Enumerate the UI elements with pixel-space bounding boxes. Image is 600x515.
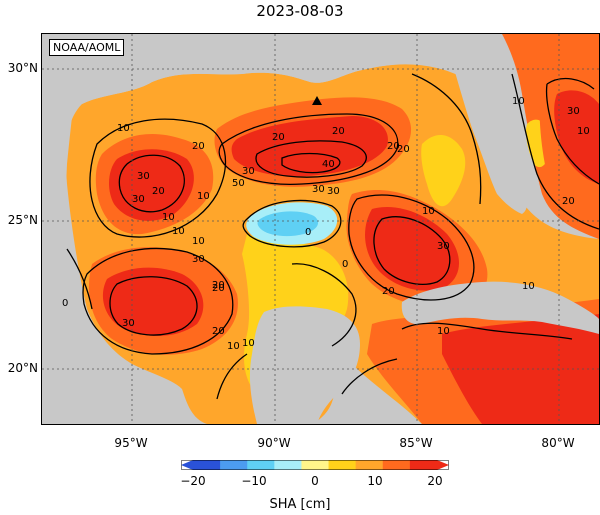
contour-label: 20 [397, 144, 410, 155]
colorbar-min-arrow [181, 460, 193, 470]
colorbar-cell [355, 460, 384, 470]
contour-label: 10 [227, 341, 240, 352]
colorbar-tick: 0 [311, 474, 319, 488]
colorbar-cell [328, 460, 357, 470]
map-title: 2023-08-03 [256, 2, 344, 20]
contour-label: 30 [327, 186, 340, 197]
contour-label: 40 [322, 159, 335, 170]
colorbar-cell [193, 460, 221, 470]
cuba-landmass [401, 281, 599, 334]
contour-label: 30 [567, 106, 580, 117]
contour-label: 20 [387, 141, 400, 152]
contour-label: 10 [192, 236, 205, 247]
contour-label: 10 [197, 191, 210, 202]
colorbar-cells [193, 460, 438, 470]
colorbar-max-arrow [437, 460, 449, 470]
map-canvas: 10 20 10 20 30 30 10 20 30 20 50 40 30 0… [42, 34, 599, 424]
contour-label: 0 [342, 259, 348, 270]
lon-label-85w: 85°W [399, 436, 433, 450]
colorbar-cell [220, 460, 248, 470]
lon-label-95w: 95°W [114, 436, 148, 450]
colorbar-cell [382, 460, 411, 470]
contour-label: 10 [422, 206, 435, 217]
station-triangle-icon [312, 96, 322, 105]
lat-label-20n: 20°N [7, 361, 38, 375]
contour-label: 30 [132, 194, 145, 205]
max-sha-zone [365, 206, 460, 291]
contour-label: 20 [382, 286, 395, 297]
max-sha-zone [108, 149, 194, 221]
contour-label-group: 10 20 10 20 30 30 10 20 30 20 50 40 30 0… [62, 96, 590, 352]
negative-sha-eddy-core [257, 211, 319, 237]
yucatan-landmass [249, 306, 360, 424]
mexico-landmass [42, 34, 192, 424]
contour-label: 10 [162, 212, 175, 223]
colorbar-cell [301, 460, 330, 470]
colorbar-cell [247, 460, 275, 470]
lat-lon-grid [42, 34, 599, 424]
colorbar [181, 460, 449, 470]
colorbar-tick: 20 [427, 474, 443, 488]
colorbar-tick: −20 [180, 474, 206, 488]
contour-label: 10 [172, 226, 185, 237]
lat-label-25n: 25°N [7, 213, 38, 227]
max-sha-zone [231, 116, 388, 177]
contour-label: 20 [332, 126, 345, 137]
sea-height-map: 10 20 10 20 30 30 10 20 30 20 50 40 30 0… [41, 33, 600, 425]
contour-label: 30 [312, 184, 325, 195]
max-sha-zone [442, 314, 599, 424]
contour-label: 30 [192, 254, 205, 265]
lat-label-30n: 30°N [7, 61, 38, 75]
contour-label: 30 [137, 171, 150, 182]
contour-label: 30 [437, 241, 450, 252]
contour-label: 20 [152, 186, 165, 197]
contour-label: 0 [305, 227, 311, 238]
contour-label: 10 [512, 96, 525, 107]
colorbar-outline [181, 460, 449, 470]
contour-label: 10 [242, 338, 255, 349]
colorbar-tick: 10 [367, 474, 383, 488]
contour-label: 20 [272, 132, 285, 143]
lon-label-90w: 90°W [257, 436, 291, 450]
contour-label: 10 [437, 326, 450, 337]
colorbar-label: SHA [cm] [269, 497, 331, 512]
contour-label: 50 [232, 178, 245, 189]
contour-label: 10 [117, 123, 130, 134]
florida-landmass [452, 58, 528, 215]
contour-label: 20 [212, 283, 225, 294]
contour-label: 20 [192, 141, 205, 152]
contour-label: 0 [62, 298, 68, 309]
max-sha-zone [102, 267, 204, 336]
contour-label: 30 [122, 318, 135, 329]
contour-label: 20 [212, 280, 225, 291]
contour-label: 30 [242, 166, 255, 177]
low-sha-zone [421, 134, 466, 207]
lon-label-80w: 80°W [541, 436, 575, 450]
colorbar-cell [409, 460, 438, 470]
contour-label: 10 [577, 126, 590, 137]
contour-label: 20 [562, 196, 575, 207]
contour-label: 20 [212, 326, 225, 337]
colorbar-tick: −10 [241, 474, 267, 488]
max-sha-zone [554, 90, 599, 184]
contour-label: 10 [522, 281, 535, 292]
colorbar-cell [274, 460, 302, 470]
contour-lines [66, 73, 599, 400]
credit-label: NOAA/AOML [49, 39, 125, 56]
